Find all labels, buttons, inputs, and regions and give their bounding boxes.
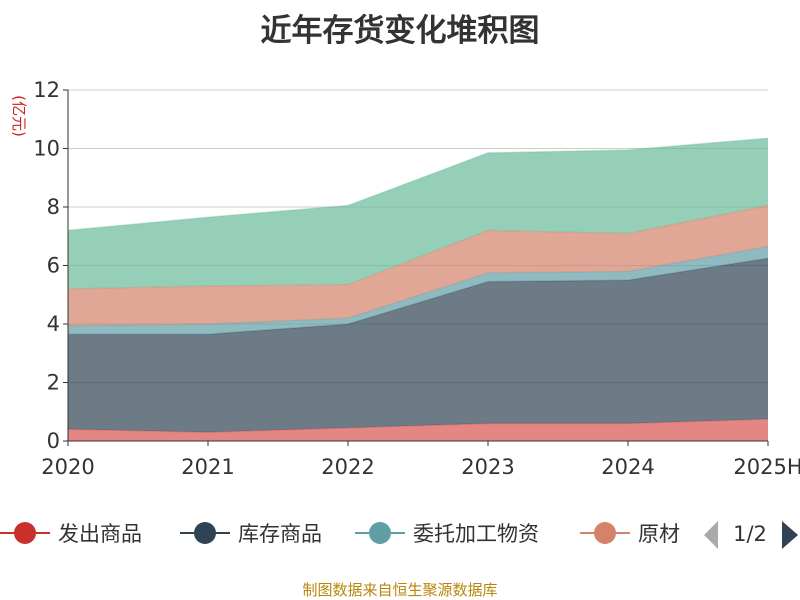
series-area-5 — [68, 138, 768, 289]
axes: 0 2 4 6 8 10 12 2020 2021 2022 2023 2024 2025H — [33, 78, 800, 479]
legend-item[interactable]: 发出商品 — [0, 522, 142, 546]
series-area-2 — [68, 258, 768, 433]
legend-label: 库存商品 — [238, 522, 322, 546]
legend-clip — [684, 510, 704, 555]
x-tick-label: 2022 — [321, 455, 374, 479]
x-tick-label: 2021 — [181, 455, 234, 479]
y-tick-label: 8 — [47, 195, 60, 219]
source-note: 制图数据来自恒生聚源数据库 — [302, 581, 498, 599]
legend-page-indicator: 1/2 — [733, 522, 767, 546]
legend-item[interactable]: 委托加工物资 — [355, 522, 539, 546]
y-axis-label: (亿元) — [10, 95, 28, 137]
legend-item[interactable]: 库存商品 — [180, 522, 322, 546]
legend-next-page-icon[interactable] — [782, 521, 798, 549]
legend-label: 原材 — [638, 522, 680, 546]
y-tick-label: 2 — [47, 371, 60, 395]
y-tick-label: 10 — [33, 137, 60, 161]
y-tick-label: 4 — [47, 312, 60, 336]
x-tick-label: 2023 — [461, 455, 514, 479]
series-area-1 — [68, 419, 768, 441]
y-tick-label: 12 — [33, 78, 60, 102]
legend-marker — [369, 522, 391, 544]
legend-label: 发出商品 — [58, 522, 142, 546]
legend-marker — [594, 522, 616, 544]
series-area-4 — [68, 205, 768, 326]
legend-label: 委托加工物资 — [413, 522, 539, 546]
legend: 发出商品 库存商品 委托加工物资 原材 1/2 — [0, 510, 798, 555]
series-areas — [67, 137, 769, 441]
legend-marker — [194, 522, 216, 544]
y-tick-label: 6 — [47, 254, 60, 278]
legend-item[interactable]: 原材 — [580, 522, 680, 546]
y-tick-label: 0 — [47, 429, 60, 453]
series-area-3 — [68, 246, 768, 335]
legend-marker — [14, 522, 36, 544]
x-tick-label: 2025H — [733, 455, 800, 479]
chart-title: 近年存货变化堆积图 — [260, 13, 540, 49]
series-line-5 — [67, 137, 769, 232]
legend-prev-page-icon[interactable] — [704, 521, 718, 549]
x-tick-label: 2020 — [41, 455, 94, 479]
x-tick-label: 2024 — [601, 455, 654, 479]
